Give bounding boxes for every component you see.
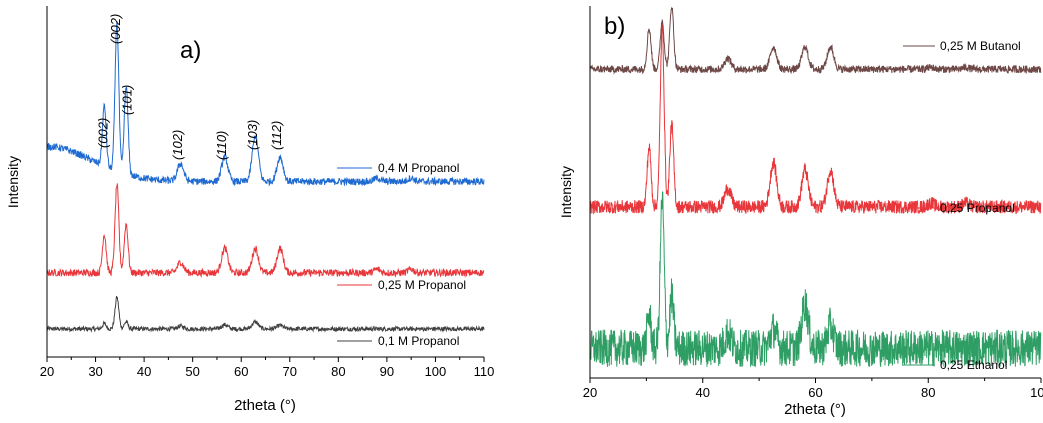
miller-index-label: (002) bbox=[95, 118, 110, 148]
x-tick-label: 80 bbox=[331, 364, 345, 379]
x-axis-label: 2theta (°) bbox=[784, 401, 846, 418]
miller-index-label: (103) bbox=[245, 120, 260, 150]
x-tick-label: 20 bbox=[40, 364, 54, 379]
x-tick-label: 110 bbox=[474, 364, 495, 379]
legend-label: 0,1 M Propanol bbox=[378, 334, 459, 348]
x-tick-label: 90 bbox=[380, 364, 394, 379]
x-tick-label: 60 bbox=[808, 385, 822, 400]
miller-index-label: (002) bbox=[108, 14, 123, 44]
panel-label: b) bbox=[604, 13, 625, 40]
miller-index-label: (112) bbox=[269, 121, 284, 150]
legend-label: 0,4 M Propanol bbox=[378, 161, 459, 175]
series-line-0-25-m-propanol bbox=[46, 183, 485, 278]
miller-index-label: (101) bbox=[120, 85, 135, 115]
panel-b: 0,25 Ethanol 0,25 Propanol 0,25 M Butanol 2… bbox=[558, 6, 1043, 418]
legend-label: 0,25 Propanol bbox=[940, 201, 1015, 215]
legend-label: 0,25 M Propanol bbox=[378, 278, 466, 292]
series-line-0-25-ethanol bbox=[589, 191, 1042, 369]
x-tick-label: 100 bbox=[425, 364, 447, 379]
y-axis-label: Intensity bbox=[558, 166, 574, 218]
x-tick-label: 100 bbox=[1030, 385, 1043, 400]
x-tick-label: 20 bbox=[583, 385, 597, 400]
series-line-0-25-propanol bbox=[589, 24, 1042, 215]
panel-label: a) bbox=[180, 37, 201, 64]
x-axis-label: 2theta (°) bbox=[234, 397, 296, 414]
x-tick-label: 30 bbox=[88, 364, 102, 379]
series-line-0-25-m-butanol bbox=[589, 6, 1042, 75]
legend-label: 0,25 M Butanol bbox=[940, 39, 1021, 53]
x-tick-label: 80 bbox=[921, 385, 935, 400]
series-line-0-4-m-propanol bbox=[46, 21, 485, 187]
panel-a: 0,1 M Propanol 0,25 M Propanol 0,4 M Propa… bbox=[5, 6, 494, 414]
y-axis-label: Intensity bbox=[5, 156, 21, 208]
x-tick-label: 70 bbox=[283, 364, 297, 379]
legend-label: 0,25 Ethanol bbox=[940, 358, 1007, 372]
x-tick-label: 60 bbox=[234, 364, 248, 379]
x-tick-label: 40 bbox=[696, 385, 710, 400]
x-tick-label: 40 bbox=[137, 364, 151, 379]
series-line-0-1-m-propanol bbox=[46, 295, 485, 333]
miller-index-label: (110) bbox=[214, 131, 229, 160]
miller-index-label: (102) bbox=[170, 130, 185, 160]
x-tick-label: 50 bbox=[185, 364, 199, 379]
